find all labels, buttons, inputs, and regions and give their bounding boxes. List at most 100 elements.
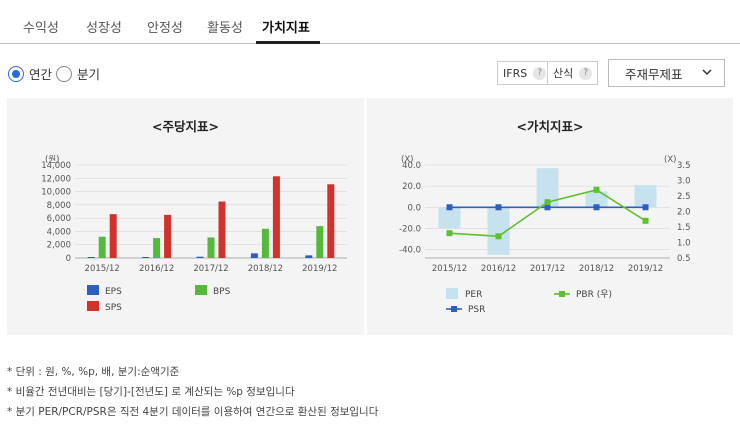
y-tick-label: 14,000 — [41, 161, 71, 171]
y-right-tick-label: 1.5 — [677, 223, 691, 233]
legend-label-bps: BPS — [213, 287, 231, 297]
tab-profitability[interactable]: 수익성 — [23, 21, 59, 36]
point-pbr — [446, 230, 453, 237]
bar-bps — [207, 237, 215, 258]
x-tick-label: 2018/12 — [579, 264, 614, 274]
y-right-tick-label: 3.0 — [677, 177, 691, 187]
footnote-ratio: * 비율간 전년대비는 [당기]-[전년도] 로 계산되는 %p 정보입니다 — [7, 386, 295, 398]
y-tick-label: 8,000 — [47, 201, 71, 211]
bar-bps — [261, 228, 269, 258]
legend-swatch-eps — [87, 285, 99, 295]
active-tab-indicator — [256, 41, 320, 44]
legend-label-sps: SPS — [105, 303, 122, 313]
x-tick-label: 2019/12 — [628, 264, 663, 274]
bar-bps — [153, 238, 161, 258]
x-tick-label: 2017/12 — [530, 264, 565, 274]
bar-per — [536, 168, 559, 208]
bar-eps — [142, 257, 150, 259]
legend-marker-psr — [451, 306, 457, 312]
point-pbr — [495, 233, 502, 240]
value-chart-panel: <가치지표> -40.0 -20.0 0.0 20.0 40.0 0.5 1.0 1.5 2.0… — [367, 98, 733, 335]
radio-annual-label: 연간 — [29, 67, 53, 82]
bar-per — [487, 207, 510, 255]
legend-swatch-per — [446, 288, 458, 299]
statement-type-select[interactable]: 주재무제표 — [608, 59, 725, 87]
y-tick-label: 12,000 — [41, 174, 71, 184]
radio-quarterly-label: 분기 — [77, 67, 101, 82]
bar-eps — [305, 255, 313, 258]
point-pbr — [642, 217, 649, 224]
point-psr — [446, 204, 453, 211]
tab-bar: 수익성 성장성 안정성 활동성 가치지표 — [0, 0, 740, 44]
footnotes: * 단위 : 원, %, %p, 배, 분기:순액기준 * 비율간 전년대비는 … — [7, 362, 378, 422]
x-tick-label: 2019/12 — [302, 264, 337, 274]
tab-value-indicators[interactable]: 가치지표 — [262, 21, 310, 36]
bar-sps — [109, 214, 117, 258]
tab-stability[interactable]: 안정성 — [147, 21, 183, 36]
y-left-tick-label: 40.0 — [402, 161, 421, 171]
legend-label-eps: EPS — [105, 287, 122, 297]
per-share-chart-title: <주당지표> — [152, 119, 219, 134]
point-psr — [593, 204, 600, 211]
legend-label-pbr: PBR (우) — [576, 289, 612, 300]
value-chart: -40.0 -20.0 0.0 20.0 40.0 0.5 1.0 1.5 2.0 2.5 3.0 3… — [399, 155, 691, 315]
y-tick-label: 10,000 — [41, 188, 71, 198]
bar-sps — [218, 201, 226, 258]
bar-per — [634, 185, 657, 208]
radio-annual-dot[interactable] — [8, 65, 24, 82]
per-share-chart-panel: <주당지표> 0 2,000 4,000 6,000 8,000 10,000 12,000… — [7, 98, 364, 335]
legend-marker-pbr — [559, 291, 565, 297]
y-left-tick-label: 0.0 — [407, 203, 421, 213]
tab-activity[interactable]: 활동성 — [207, 21, 243, 36]
per-share-chart: 0 2,000 4,000 6,000 8,000 10,000 12,000 14,000(… — [41, 155, 347, 313]
y-axis-unit-label: (원) — [45, 155, 59, 165]
bar-sps — [327, 184, 335, 258]
y-tick-label: 6,000 — [47, 214, 71, 224]
tab-growth[interactable]: 성장성 — [86, 21, 122, 36]
footnote-quarterly: * 분기 PER/PCR/PSR은 직전 4분기 데이터를 이용하여 연간으로 … — [7, 406, 379, 418]
bar-per — [438, 207, 461, 229]
statement-type-value: 주재무제표 — [625, 66, 683, 82]
point-psr — [495, 204, 502, 211]
bar-eps — [196, 256, 204, 258]
legend-label-psr: PSR — [468, 305, 485, 315]
radio-annual[interactable]: 연간 — [8, 64, 52, 83]
bar-eps — [250, 253, 258, 258]
point-psr — [642, 204, 649, 211]
chevron-down-icon — [702, 69, 712, 76]
footnote-unit: * 단위 : 원, %, %p, 배, 분기:순액기준 — [7, 366, 180, 378]
formula-help-icon[interactable]: ? — [579, 66, 593, 80]
y-right-tick-label: 0.5 — [677, 254, 691, 264]
y-tick-label: 2,000 — [47, 241, 71, 251]
value-chart-title: <가치지표> — [516, 119, 584, 134]
radio-quarterly[interactable]: 분기 — [56, 64, 100, 83]
legend-swatch-bps — [195, 285, 207, 295]
y-left-tick-label: -20.0 — [399, 224, 421, 234]
bar-bps — [316, 226, 324, 258]
bar-per — [585, 191, 608, 208]
point-pbr — [544, 199, 551, 206]
y-left-tick-label: 20.0 — [402, 182, 421, 192]
bar-bps — [98, 236, 106, 258]
bar-sps — [272, 176, 280, 258]
point-psr — [544, 204, 551, 211]
y-right-unit-label: (X) — [664, 155, 676, 165]
ifrs-help-icon[interactable]: ? — [533, 66, 547, 80]
x-tick-label: 2016/12 — [139, 264, 174, 274]
legend-label-per: PER — [465, 290, 482, 300]
radio-quarterly-dot[interactable] — [56, 65, 72, 82]
formula-chip[interactable]: 산식 ? — [547, 61, 599, 85]
x-tick-label: 2015/12 — [85, 264, 120, 274]
legend-swatch-sps — [87, 301, 99, 311]
point-pbr — [593, 186, 600, 193]
ifrs-chip[interactable]: IFRS ? — [497, 61, 553, 85]
x-tick-label: 2017/12 — [193, 264, 228, 274]
y-right-tick-label: 3.5 — [677, 161, 691, 171]
x-tick-label: 2015/12 — [432, 264, 467, 274]
bar-eps — [87, 257, 95, 259]
y-tick-label: 4,000 — [47, 227, 71, 237]
y-right-tick-label: 1.0 — [677, 239, 691, 249]
y-left-unit-label: (X) — [401, 155, 413, 165]
y-tick-label: 0 — [66, 254, 71, 264]
formula-label: 산식 — [553, 67, 574, 80]
